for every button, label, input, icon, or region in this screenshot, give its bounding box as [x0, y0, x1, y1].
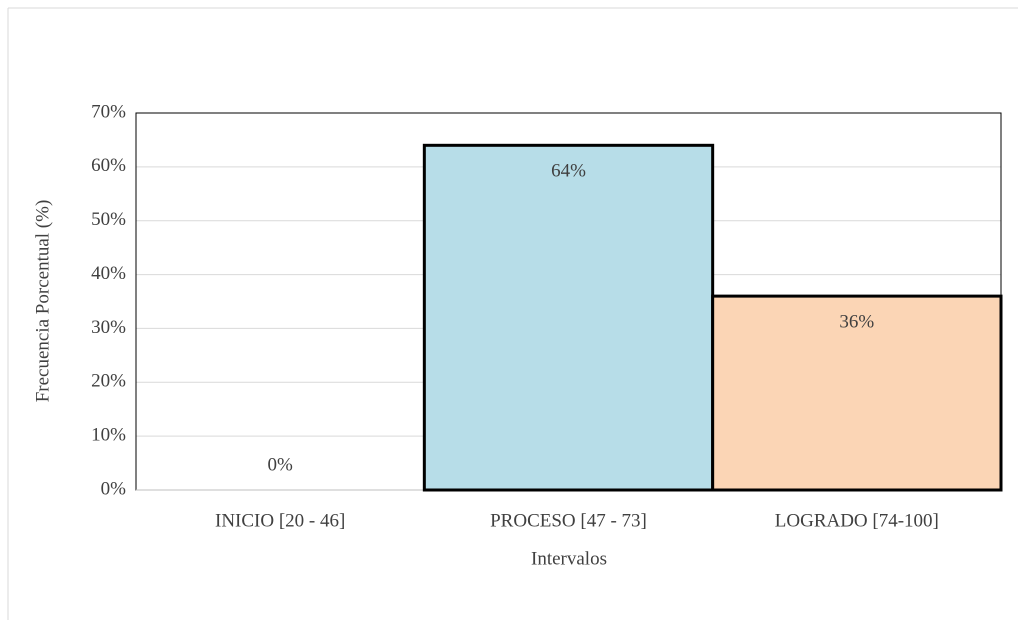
y-tick-label: 70% [91, 101, 126, 122]
x-tick-label: PROCESO [47 - 73] [490, 510, 647, 531]
bar [711, 294, 1003, 492]
y-tick-label: 30% [91, 317, 126, 338]
data-label: 0% [268, 454, 294, 475]
y-tick-label: 10% [91, 425, 126, 446]
bar [422, 143, 715, 492]
x-tick-label: INICIO [20 - 46] [215, 510, 345, 531]
y-axis-label: Frecuencia Porcentual (%) [32, 200, 53, 403]
x-axis-label: Intervalos [531, 548, 607, 569]
y-tick-label: 50% [91, 209, 126, 230]
y-tick-label: 40% [91, 263, 126, 284]
y-tick-label: 20% [91, 371, 126, 392]
x-tick-label: LOGRADO [74-100] [775, 510, 939, 531]
data-label: 64% [551, 161, 586, 182]
y-tick-label: 0% [101, 478, 127, 499]
data-label: 36% [839, 311, 874, 332]
y-tick-label: 60% [91, 155, 126, 176]
